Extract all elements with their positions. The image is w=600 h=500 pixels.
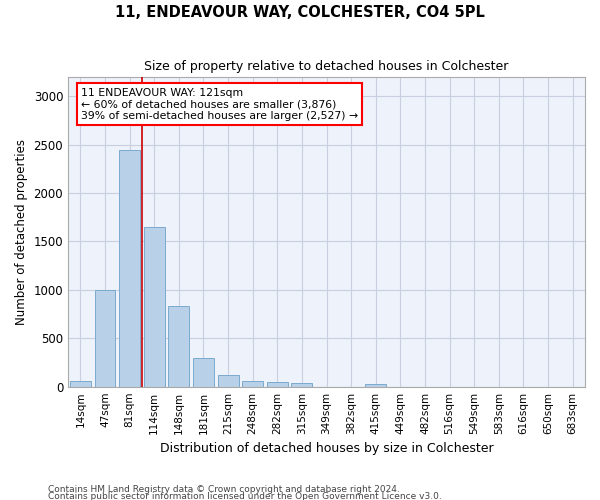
Text: 11 ENDEAVOUR WAY: 121sqm
← 60% of detached houses are smaller (3,876)
39% of sem: 11 ENDEAVOUR WAY: 121sqm ← 60% of detach… bbox=[81, 88, 358, 121]
Bar bbox=[218, 375, 239, 386]
Bar bbox=[95, 290, 115, 386]
Text: 11, ENDEAVOUR WAY, COLCHESTER, CO4 5PL: 11, ENDEAVOUR WAY, COLCHESTER, CO4 5PL bbox=[115, 5, 485, 20]
Text: Contains HM Land Registry data © Crown copyright and database right 2024.: Contains HM Land Registry data © Crown c… bbox=[48, 486, 400, 494]
Title: Size of property relative to detached houses in Colchester: Size of property relative to detached ho… bbox=[145, 60, 509, 73]
Bar bbox=[193, 358, 214, 386]
Y-axis label: Number of detached properties: Number of detached properties bbox=[15, 139, 28, 325]
Text: Contains public sector information licensed under the Open Government Licence v3: Contains public sector information licen… bbox=[48, 492, 442, 500]
X-axis label: Distribution of detached houses by size in Colchester: Distribution of detached houses by size … bbox=[160, 442, 493, 455]
Bar bbox=[292, 384, 313, 386]
Bar bbox=[267, 382, 288, 386]
Bar bbox=[144, 227, 164, 386]
Bar bbox=[70, 381, 91, 386]
Bar bbox=[169, 306, 189, 386]
Bar bbox=[365, 384, 386, 386]
Bar bbox=[242, 382, 263, 386]
Bar bbox=[119, 150, 140, 386]
